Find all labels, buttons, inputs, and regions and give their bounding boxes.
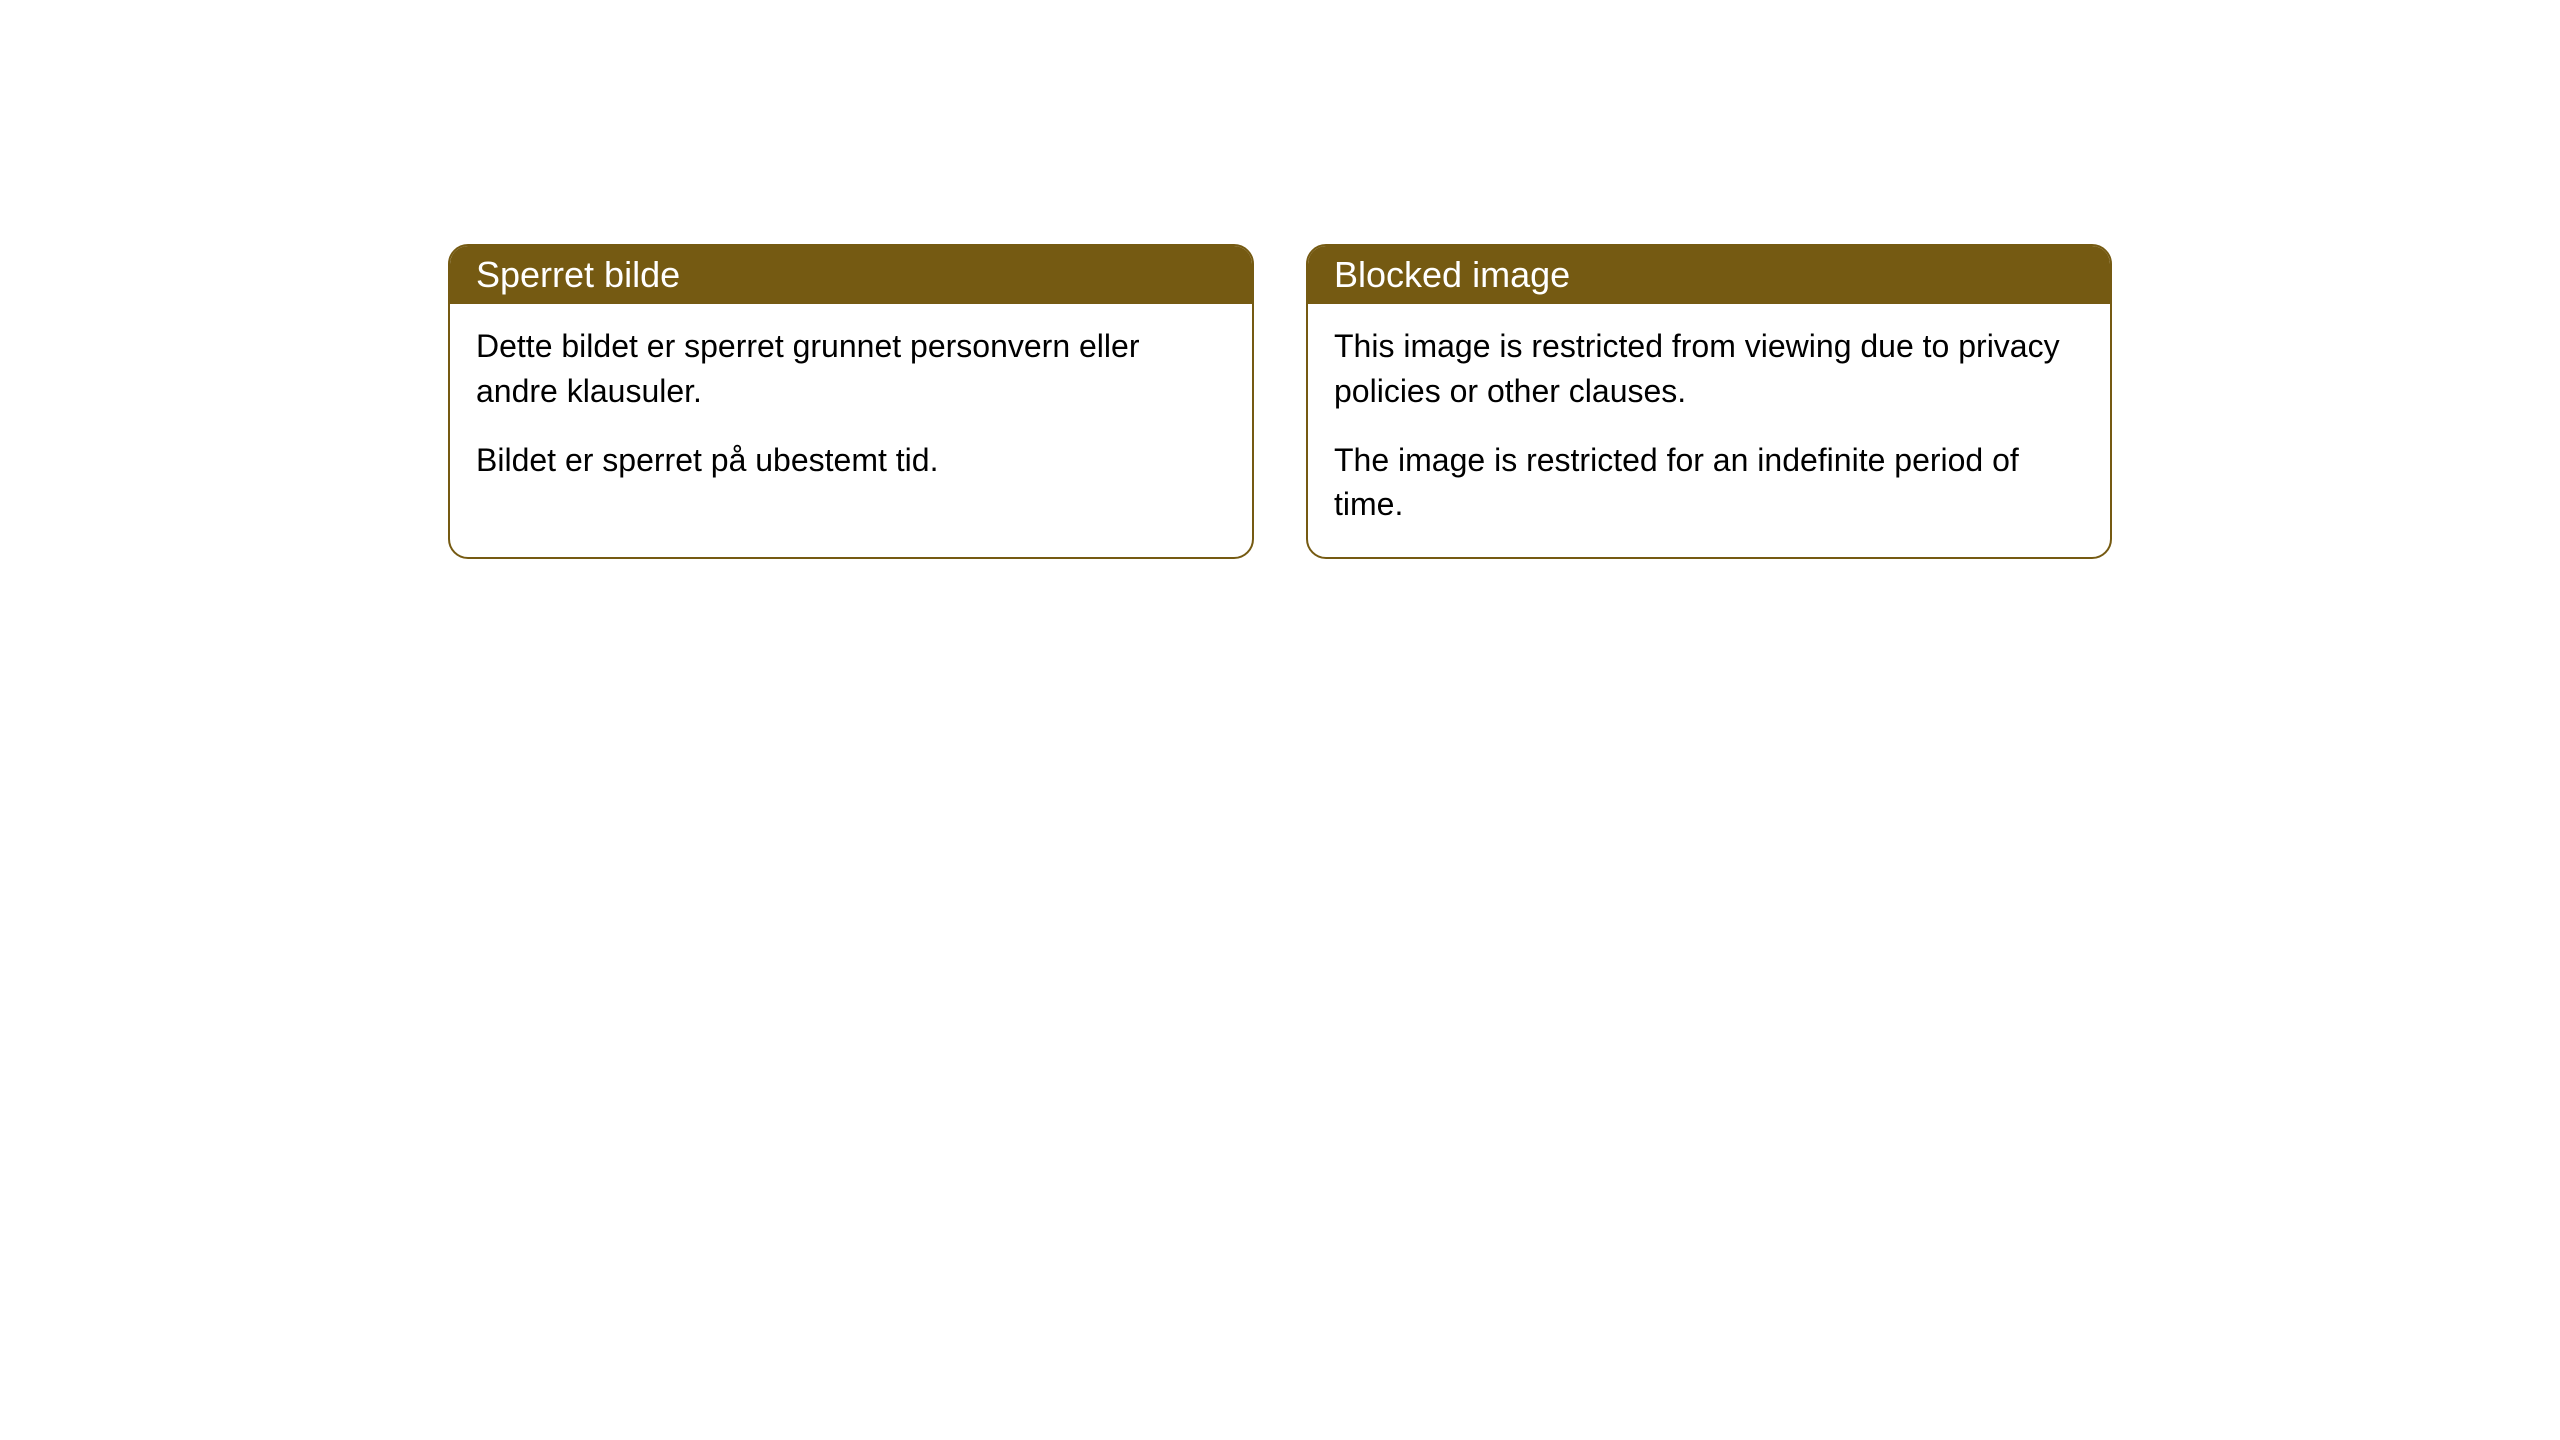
card-body-english: This image is restricted from viewing du…: [1308, 304, 2110, 557]
card-header-norwegian: Sperret bilde: [450, 246, 1252, 304]
cards-container: Sperret bilde Dette bildet er sperret gr…: [448, 244, 2112, 559]
card-english: Blocked image This image is restricted f…: [1306, 244, 2112, 559]
card-body-norwegian: Dette bildet er sperret grunnet personve…: [450, 304, 1252, 512]
card-paragraph: This image is restricted from viewing du…: [1334, 324, 2084, 414]
card-header-english: Blocked image: [1308, 246, 2110, 304]
card-paragraph: The image is restricted for an indefinit…: [1334, 438, 2084, 528]
card-norwegian: Sperret bilde Dette bildet er sperret gr…: [448, 244, 1254, 559]
card-paragraph: Bildet er sperret på ubestemt tid.: [476, 438, 1226, 483]
card-paragraph: Dette bildet er sperret grunnet personve…: [476, 324, 1226, 414]
